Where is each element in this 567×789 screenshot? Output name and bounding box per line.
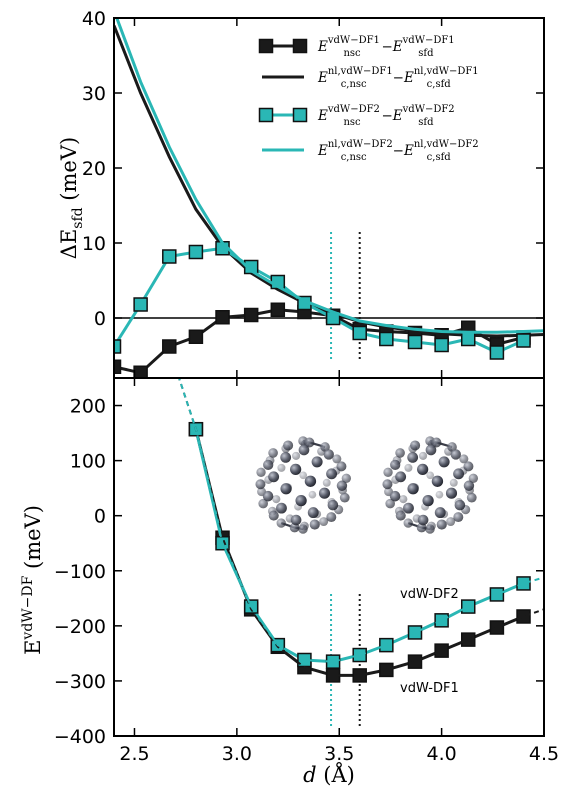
data-point (352, 647, 367, 663)
legend-entry-2: EvdW−DF2 nsc −EvdW−DF2 sfd (317, 104, 455, 128)
data-point (270, 302, 286, 317)
data-point (188, 244, 204, 260)
bottom-ylabel: EvdW−DF (meV) (20, 505, 45, 655)
series-line-1 (194, 428, 525, 664)
bottom-panel: −400 −300 −200 −100 0 100 200 2.5 3.0 3.5 4.0 4.5 v… (20, 377, 559, 787)
data-point (407, 334, 423, 350)
y-tick-label: 10 (82, 233, 106, 255)
legend-entry-1: Enl,vdW−DF1 c,nsc −Enl,vdW−DF1 c,sfd (317, 66, 479, 90)
legend-marker (292, 38, 308, 54)
data-point (407, 654, 423, 669)
top-panel: 0 10 20 30 40 EvdW−DF1 nsc −EvdW−DF1 sfd Enl,vdW… (57, 8, 545, 379)
y-tick-label: 0 (94, 308, 106, 330)
y-tick-label: 30 (82, 83, 106, 105)
x-axis-label: d (Å) (303, 762, 355, 787)
legend-marker (258, 38, 274, 54)
data-point (516, 576, 531, 591)
y-tick-label: 100 (70, 451, 106, 473)
data-point (114, 359, 122, 374)
y-tick-label: −200 (54, 616, 106, 638)
y-tick-label: 20 (82, 158, 106, 180)
data-point (379, 331, 394, 347)
x-tick-label: 3.0 (222, 743, 252, 765)
annotation-vdw-df2: vdW-DF2 (400, 587, 459, 602)
data-point (489, 345, 505, 360)
c60-molecule-left (255, 436, 352, 534)
data-point (434, 337, 449, 353)
data-point (516, 609, 531, 624)
data-point (379, 637, 394, 653)
x-tick-label: 2.5 (119, 743, 149, 765)
y-tick-label: 0 (94, 506, 106, 528)
legend-marker (258, 107, 274, 123)
legend-entry-0: EvdW−DF1 nsc −EvdW−DF1 sfd (317, 35, 455, 59)
data-point (352, 325, 367, 341)
data-point (162, 339, 177, 354)
bottom-frame (113, 377, 545, 737)
legend-entry-3: Enl,vdW−DF2 c,nsc −Enl,vdW−DF2 c,sfd (317, 139, 479, 163)
series-line-2 (177, 378, 544, 677)
y-tick-label: 40 (82, 8, 106, 30)
data-point (114, 339, 122, 354)
series-line-2 (114, 246, 525, 355)
data-point (162, 249, 177, 264)
data-point (215, 310, 230, 325)
data-point (434, 643, 449, 658)
data-point (133, 297, 148, 312)
legend: EvdW−DF1 nsc −EvdW−DF1 sfd Enl,vdW−DF1 c,nsc −… (258, 35, 479, 163)
data-point (489, 620, 505, 635)
y-tick-label: 200 (70, 396, 106, 418)
annotation-vdw-df1: vdW-DF1 (400, 681, 459, 696)
data-point (243, 259, 259, 275)
y-tick-label: −100 (54, 561, 106, 583)
x-tick-label: 4.5 (529, 743, 559, 765)
c60-inset-image (255, 436, 479, 534)
x-tick-label: 3.5 (324, 743, 354, 765)
data-point (460, 331, 476, 347)
data-point (516, 333, 531, 348)
y-tick-label: −300 (54, 671, 106, 693)
legend-marker (292, 107, 308, 123)
series-line-3 (115, 18, 544, 334)
data-point (188, 329, 204, 344)
y-tick-label: −400 (54, 726, 106, 748)
data-point (243, 307, 259, 323)
c60-molecule-right (382, 436, 479, 534)
data-point (434, 613, 449, 628)
x-tick-label: 4.0 (427, 743, 457, 765)
series-line-3 (177, 378, 544, 663)
